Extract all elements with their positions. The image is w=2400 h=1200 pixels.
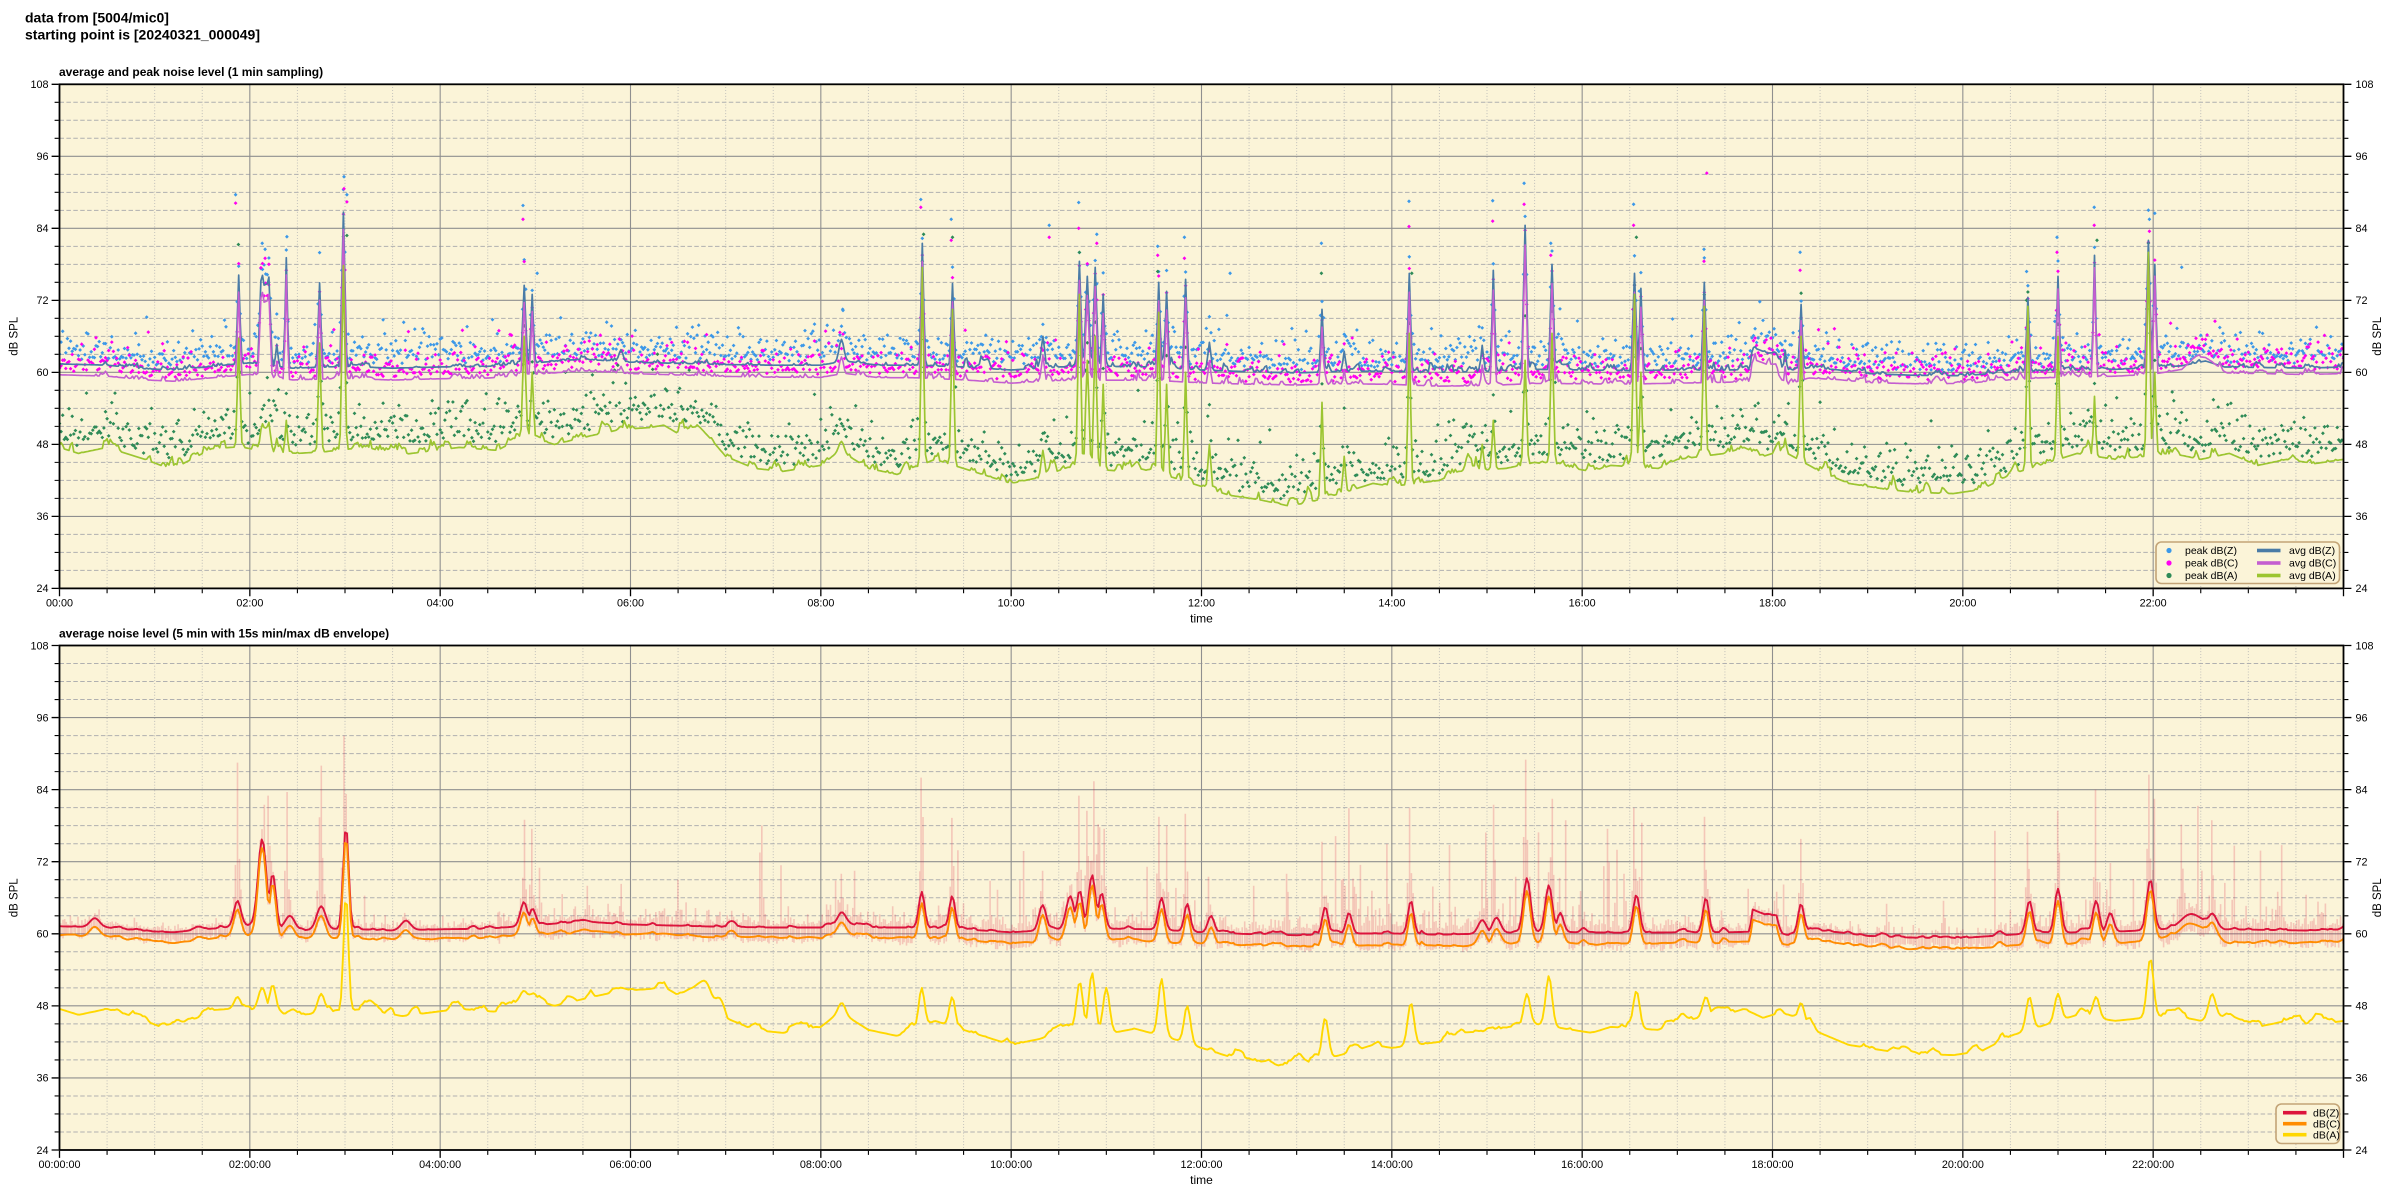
svg-text:24: 24 (36, 1145, 48, 1157)
svg-text:peak dB(Z): peak dB(Z) (2185, 545, 2237, 557)
svg-text:average noise level (5 min wit: average noise level (5 min with 15s min/… (59, 627, 389, 641)
svg-text:02:00: 02:00 (236, 598, 263, 610)
svg-text:08:00: 08:00 (807, 598, 834, 610)
svg-text:06:00:00: 06:00:00 (609, 1159, 651, 1171)
svg-text:00:00:00: 00:00:00 (38, 1159, 80, 1171)
svg-text:avg dB(C): avg dB(C) (2289, 558, 2336, 570)
svg-text:36: 36 (36, 511, 48, 523)
svg-text:02:00:00: 02:00:00 (229, 1159, 271, 1171)
svg-text:96: 96 (2356, 712, 2368, 724)
svg-text:dB SPL: dB SPL (2372, 316, 2384, 356)
svg-text:60: 60 (2356, 929, 2368, 941)
svg-text:04:00:00: 04:00:00 (419, 1159, 461, 1171)
svg-text:time: time (1190, 1173, 1213, 1187)
svg-text:00:00: 00:00 (46, 598, 73, 610)
svg-text:60: 60 (36, 367, 48, 379)
svg-text:06:00: 06:00 (617, 598, 644, 610)
svg-text:14:00:00: 14:00:00 (1371, 1159, 1413, 1171)
svg-text:24: 24 (2356, 583, 2368, 595)
svg-text:16:00: 16:00 (1569, 598, 1596, 610)
svg-text:24: 24 (36, 583, 48, 595)
svg-text:avg dB(Z): avg dB(Z) (2289, 545, 2335, 557)
svg-text:48: 48 (36, 439, 48, 451)
svg-text:22:00:00: 22:00:00 (2132, 1159, 2174, 1171)
svg-text:data from [5004/mic0]: data from [5004/mic0] (25, 10, 169, 26)
svg-text:96: 96 (36, 151, 48, 163)
svg-text:12:00: 12:00 (1188, 598, 1215, 610)
svg-text:72: 72 (2356, 295, 2368, 307)
svg-text:36: 36 (2356, 1073, 2368, 1085)
svg-text:84: 84 (2356, 784, 2368, 796)
svg-text:dB SPL: dB SPL (9, 878, 21, 918)
svg-text:10:00: 10:00 (998, 598, 1025, 610)
svg-text:48: 48 (2356, 1001, 2368, 1013)
svg-text:48: 48 (2356, 439, 2368, 451)
svg-text:108: 108 (2356, 79, 2374, 91)
svg-text:72: 72 (36, 857, 48, 869)
svg-text:dB(A): dB(A) (2313, 1129, 2340, 1141)
svg-text:20:00:00: 20:00:00 (1942, 1159, 1984, 1171)
svg-text:22:00: 22:00 (2140, 598, 2167, 610)
svg-text:24: 24 (2356, 1145, 2368, 1157)
svg-text:84: 84 (2356, 223, 2368, 235)
svg-text:08:00:00: 08:00:00 (800, 1159, 842, 1171)
svg-text:72: 72 (36, 295, 48, 307)
svg-text:108: 108 (2356, 640, 2374, 652)
svg-text:dB SPL: dB SPL (9, 316, 21, 356)
svg-text:peak dB(A): peak dB(A) (2185, 570, 2238, 582)
svg-text:avg dB(A): avg dB(A) (2289, 570, 2336, 582)
svg-text:60: 60 (36, 929, 48, 941)
svg-text:96: 96 (2356, 151, 2368, 163)
svg-text:108: 108 (30, 79, 48, 91)
svg-text:60: 60 (2356, 367, 2368, 379)
svg-text:96: 96 (36, 712, 48, 724)
svg-text:20:00: 20:00 (1949, 598, 1976, 610)
svg-text:starting point is [20240321_00: starting point is [20240321_000049] (25, 27, 260, 43)
svg-text:36: 36 (36, 1073, 48, 1085)
svg-text:dB SPL: dB SPL (2372, 878, 2384, 918)
svg-text:time: time (1190, 611, 1213, 625)
svg-text:04:00: 04:00 (427, 598, 454, 610)
svg-text:dB(Z): dB(Z) (2313, 1107, 2339, 1119)
svg-text:36: 36 (2356, 511, 2368, 523)
svg-text:16:00:00: 16:00:00 (1561, 1159, 1603, 1171)
svg-text:18:00: 18:00 (1759, 598, 1786, 610)
svg-text:average and peak noise level (: average and peak noise level (1 min samp… (59, 65, 323, 79)
svg-text:14:00: 14:00 (1378, 598, 1405, 610)
svg-text:108: 108 (30, 640, 48, 652)
svg-text:12:00:00: 12:00:00 (1180, 1159, 1222, 1171)
svg-text:peak dB(C): peak dB(C) (2185, 558, 2238, 570)
svg-text:72: 72 (2356, 857, 2368, 869)
svg-text:84: 84 (36, 784, 48, 796)
svg-text:18:00:00: 18:00:00 (1751, 1159, 1793, 1171)
svg-text:84: 84 (36, 223, 48, 235)
svg-text:10:00:00: 10:00:00 (990, 1159, 1032, 1171)
svg-text:dB(C): dB(C) (2313, 1118, 2340, 1130)
svg-text:48: 48 (36, 1001, 48, 1013)
